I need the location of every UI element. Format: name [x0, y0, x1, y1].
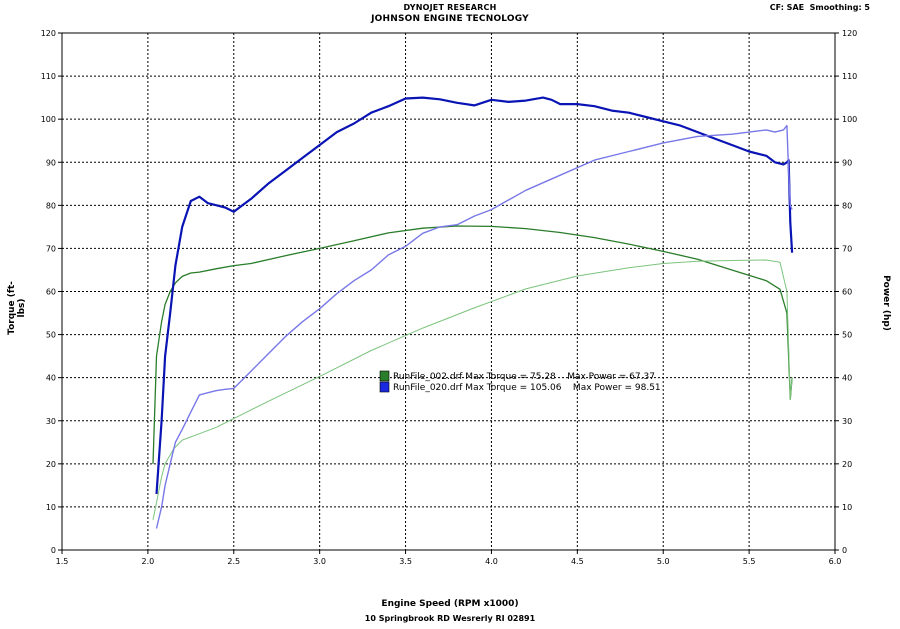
y2-tick-label: 100: [842, 115, 857, 124]
y-tick-label: 100: [41, 115, 56, 124]
x-axis-ticks: 1.5 2.0 2.5 3.0 3.5 4.0 4.5 5.0 5.5 6.0: [56, 550, 842, 566]
x-tick-label: 4.0: [485, 557, 498, 566]
y2-tick-label: 110: [842, 72, 857, 81]
footer-address: 10 Springbrook RD Wesrerly RI 02891: [364, 614, 536, 623]
y2-tick-label: 70: [842, 244, 852, 253]
y2-tick-label: 120: [842, 29, 857, 38]
y2-tick-label: 20: [842, 460, 852, 469]
x-tick-label: 6.0: [829, 557, 842, 566]
run020-power-line: [155, 124, 793, 529]
run020-torque-line: [155, 96, 794, 495]
y-tick-label: 90: [46, 158, 56, 167]
y-tick-label: 120: [41, 29, 56, 38]
x-tick-label: 4.5: [571, 557, 584, 566]
y-tick-label: 40: [46, 374, 56, 383]
y2-tick-label: 10: [842, 503, 852, 512]
settings-readout: CF: SAE Smoothing: 5: [769, 3, 870, 12]
y2-tick-label: 60: [842, 288, 852, 297]
y2-axis-ticks: 0 10 20 30 40 50 60 70 80 90 100 110 120: [835, 29, 857, 555]
legend-swatch: [379, 381, 390, 393]
grid: [62, 33, 835, 550]
x-tick-label: 5.5: [743, 557, 756, 566]
y2-axis-label: Power (hp): [881, 275, 891, 331]
x-tick-label: 1.5: [56, 557, 69, 566]
y-axis-ticks: 0 10 20 30 40 50 60 70 80 90 100 110 120: [41, 29, 62, 555]
y2-tick-label: 50: [842, 331, 852, 340]
legend-entry: RunFile_002.drf Max Torque = 75.28 Max P…: [393, 372, 655, 382]
legend-entry: RunFile_020.drf Max Torque = 105.06 Max …: [393, 383, 661, 393]
legend-swatch: [379, 370, 390, 382]
y-tick-label: 30: [46, 417, 56, 426]
y-tick-label: 80: [46, 201, 56, 210]
series: [152, 96, 794, 529]
y-axis-label: Torque (ft-lbs): [7, 281, 27, 335]
y2-tick-label: 0: [842, 546, 847, 555]
y2-tick-label: 30: [842, 417, 852, 426]
legend: RunFile_002.drf Max Torque = 75.28 Max P…: [379, 370, 661, 393]
x-tick-label: 2.5: [227, 557, 240, 566]
y2-tick-label: 80: [842, 201, 852, 210]
chart-subtitle: JOHNSON ENGINE TECNOLOGY: [371, 14, 529, 24]
x-tick-label: 5.0: [657, 557, 670, 566]
y2-tick-label: 90: [842, 158, 852, 167]
y-tick-label: 20: [46, 460, 56, 469]
y-tick-label: 70: [46, 244, 56, 253]
x-tick-label: 2.0: [142, 557, 155, 566]
chart-title: DYNOJET RESEARCH: [403, 3, 497, 12]
x-tick-label: 3.5: [399, 557, 412, 566]
y-tick-label: 110: [41, 72, 56, 81]
y-tick-label: 60: [46, 288, 56, 297]
y2-tick-label: 40: [842, 374, 852, 383]
y-tick-label: 0: [51, 546, 56, 555]
x-tick-label: 3.0: [313, 557, 326, 566]
x-axis-label: Engine Speed (RPM x1000): [381, 599, 519, 609]
y-tick-label: 50: [46, 331, 56, 340]
run002-torque-line: [152, 225, 793, 464]
y-tick-label: 10: [46, 503, 56, 512]
